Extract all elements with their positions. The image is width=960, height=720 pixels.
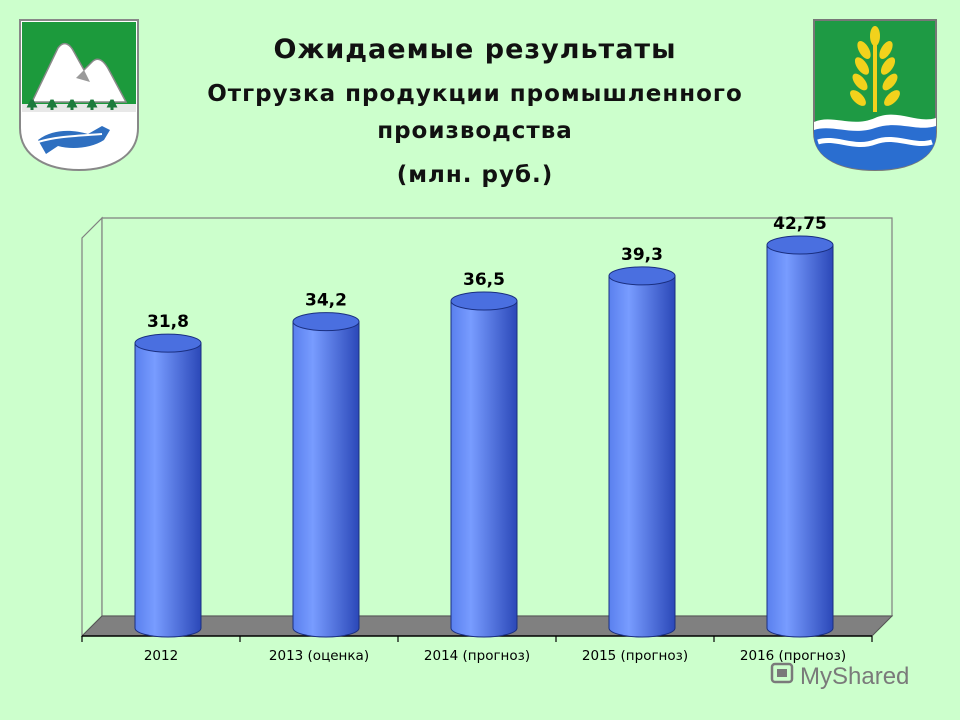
bar [134, 333, 202, 638]
watermark: MyShared [770, 662, 909, 690]
page-subtitle: Отгрузка продукции промышленного произво… [207, 81, 743, 144]
bar-top [766, 235, 834, 255]
title-block: Ожидаемые результаты Отгрузка продукции … [150, 30, 800, 193]
data-labels: 31,8 34,2 36,5 39,3 42,75 [147, 214, 827, 332]
data-label: 42,75 [773, 214, 827, 234]
bar-series [134, 235, 834, 638]
bar-top [292, 312, 360, 332]
data-label: 34,2 [305, 291, 347, 311]
bar-top [134, 333, 202, 353]
data-label: 31,8 [147, 312, 189, 332]
page-title: Ожидаемые результаты [273, 34, 677, 65]
data-label: 36,5 [463, 270, 505, 290]
watermark-text: MyShared [800, 663, 909, 690]
x-tick-label: 2015 (прогноз) [582, 648, 688, 664]
x-tick-label: 2012 [144, 648, 178, 664]
left-coat-of-arms-icon [19, 19, 139, 172]
bar-body [292, 321, 360, 638]
bar-body [766, 244, 834, 638]
x-axis-tick-labels: 2012 2013 (оценка) 2014 (прогноз) 2015 (про… [144, 648, 846, 664]
bar-body [608, 275, 676, 638]
bar [450, 291, 518, 638]
x-tick-label: 2014 (прогноз) [424, 648, 530, 664]
bar [292, 312, 360, 638]
bar [766, 235, 834, 638]
bar-top [608, 266, 676, 286]
data-label: 39,3 [621, 245, 663, 265]
bar-body [450, 300, 518, 638]
bar-top [450, 291, 518, 311]
x-tick-label: 2016 (прогноз) [740, 648, 846, 664]
bar [608, 266, 676, 638]
x-tick-label: 2013 (оценка) [269, 648, 369, 664]
left-wall [81, 216, 103, 638]
unit-label: (млн. руб.) [396, 162, 554, 188]
right-coat-of-arms-icon [813, 19, 937, 172]
bar-body [134, 342, 202, 638]
